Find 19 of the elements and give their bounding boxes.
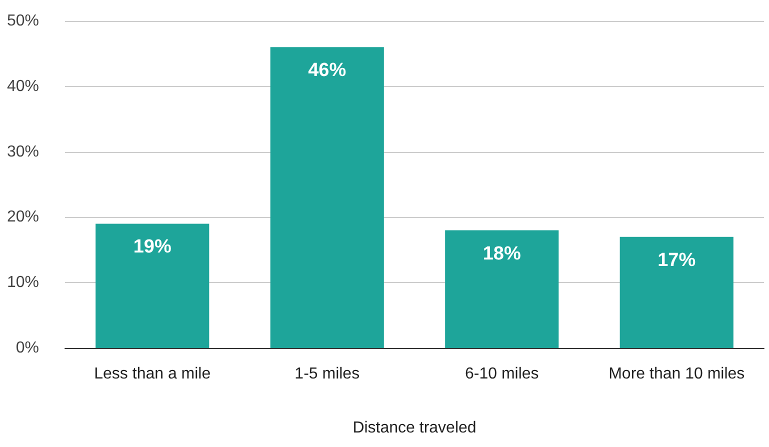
x-tick-label: 6-10 miles	[464, 366, 539, 382]
x-tick-label: 1-5 miles	[294, 366, 360, 382]
data-label: 46%	[308, 60, 346, 82]
x-axis-title: Distance traveled	[352, 420, 476, 436]
bar	[620, 236, 734, 348]
x-tick-label: More than 10 miles	[608, 366, 745, 382]
y-tick-label: 10%	[6, 274, 39, 292]
data-label: 17%	[658, 250, 696, 271]
y-tick-label: 20%	[6, 208, 39, 226]
bar	[445, 230, 559, 348]
y-tick-label: 50%	[6, 12, 39, 30]
y-tick-label: 30%	[6, 143, 39, 160]
x-tick-label: Less than a mile	[94, 366, 211, 382]
y-tick-label: 0%	[16, 340, 39, 356]
data-label: 18%	[482, 243, 521, 264]
bar	[96, 224, 210, 348]
data-label: 19%	[133, 236, 172, 258]
bar	[270, 47, 384, 348]
y-tick-label: 40%	[6, 78, 39, 95]
